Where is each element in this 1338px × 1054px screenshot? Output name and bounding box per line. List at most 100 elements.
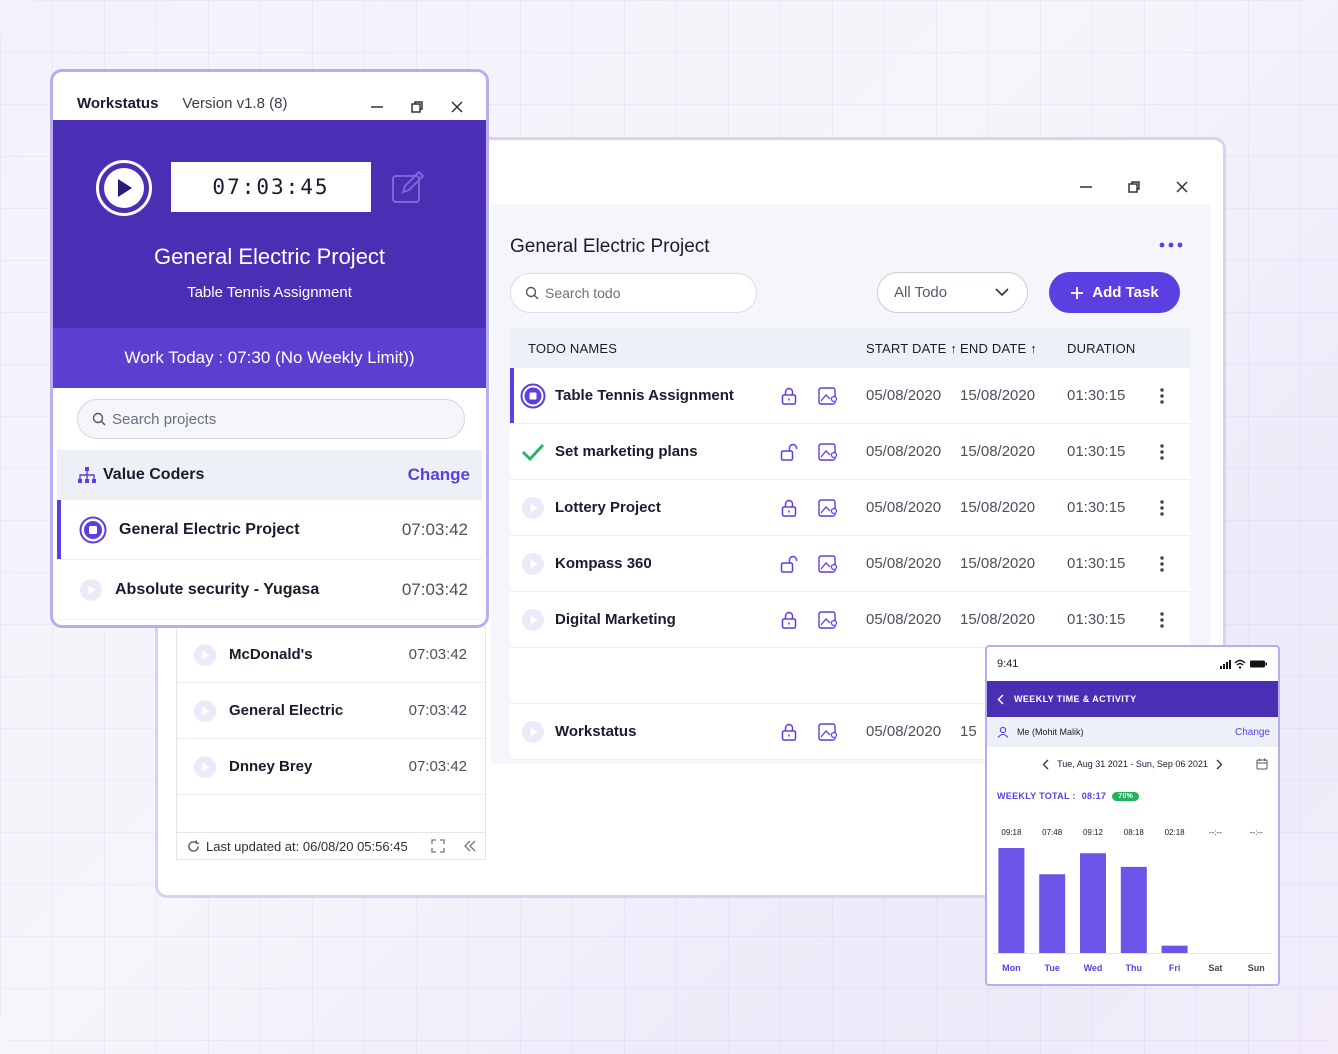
todo-duration: 01:30:15 <box>1067 555 1126 572</box>
edit-icon[interactable] <box>391 170 425 204</box>
todo-name: Kompass 360 <box>555 555 652 572</box>
todo-row[interactable]: Digital Marketing 05/08/2020 15/08/2020 01:… <box>510 592 1190 648</box>
todo-start-date: 05/08/2020 <box>866 443 942 460</box>
play-icon[interactable] <box>510 552 555 576</box>
stop-icon[interactable] <box>79 516 107 544</box>
prev-week-icon[interactable] <box>1042 759 1049 770</box>
bar-tue[interactable] <box>1039 874 1066 953</box>
mobile-range-text: Tue, Aug 31 2021 - Sun, Sep 06 2021 <box>1057 759 1208 769</box>
play-icon[interactable] <box>510 496 555 520</box>
row-menu-icon[interactable] <box>1147 611 1177 628</box>
bar-wed[interactable] <box>1080 853 1106 953</box>
screenshot-icon[interactable] <box>808 442 848 461</box>
mobile-user-change[interactable]: Change <box>1234 727 1270 738</box>
project-row[interactable]: General Electric 07:03:42 <box>177 683 485 739</box>
todo-end-date: 15/08/2020 <box>960 611 1036 628</box>
screenshot-icon[interactable] <box>808 722 848 741</box>
org-change-link[interactable]: Change <box>407 465 470 484</box>
todo-row[interactable]: Table Tennis Assignment 05/08/2020 15/08/2… <box>510 368 1190 424</box>
project-row[interactable]: Dnney Brey 07:03:42 <box>177 739 485 795</box>
lock-icon[interactable] <box>770 387 808 405</box>
todo-name: Workstatus <box>555 723 637 740</box>
screenshot-icon[interactable] <box>808 386 848 405</box>
expand-icon[interactable] <box>431 839 445 853</box>
back-chevron-icon[interactable] <box>997 693 1004 705</box>
play-icon[interactable] <box>193 699 217 723</box>
refresh-icon[interactable] <box>187 839 200 853</box>
todo-filter-select[interactable]: All Todo <box>877 272 1028 313</box>
project-row[interactable]: Absolute security - Yugasa 07:03:42 <box>57 560 482 620</box>
screenshot-icon[interactable] <box>808 498 848 517</box>
mobile-status-bar: 9:41 <box>987 647 1278 681</box>
bar-thu[interactable] <box>1120 866 1147 953</box>
bar-mon[interactable] <box>998 848 1025 953</box>
timer-hero: 07:03:45 General Electric Project Table … <box>53 120 486 328</box>
play-icon[interactable] <box>79 578 103 602</box>
footer-icons <box>431 839 477 853</box>
org-name: Value Coders <box>103 466 205 483</box>
close-icon[interactable] <box>450 100 464 114</box>
unlock-icon[interactable] <box>770 555 808 573</box>
project-name: General Electric Project <box>119 520 300 538</box>
play-icon[interactable] <box>510 608 555 632</box>
todo-table-header: TODO NAMES START DATE ↑ END DATE ↑ DURAT… <box>510 328 1190 368</box>
col-end-date[interactable]: END DATE ↑ <box>957 341 1062 356</box>
row-menu-icon[interactable] <box>1147 499 1177 516</box>
weekly-bar-chart: 09:18 Mon 07:48 Tue 09:12 Wed 08:18 Thu 02:18 Fri… <box>993 828 1271 973</box>
bar-value-label: 09:18 <box>1001 828 1022 837</box>
unlock-icon[interactable] <box>770 443 808 461</box>
todo-rows: Table Tennis Assignment 05/08/2020 15/08/2… <box>510 368 1190 760</box>
screenshot-icon[interactable] <box>808 554 848 573</box>
bar-value-label: --:-- <box>1209 828 1222 837</box>
project-list-continued: McDonald's 07:03:42 General Electric 07:… <box>176 627 486 859</box>
signal-wifi-battery-icon <box>1220 659 1268 669</box>
close-icon[interactable] <box>1171 176 1193 198</box>
app-version: Version v1.8 (8) <box>182 95 288 112</box>
todo-table: TODO NAMES START DATE ↑ END DATE ↑ DURAT… <box>510 328 1190 760</box>
project-search-wrap <box>53 388 486 450</box>
play-icon[interactable] <box>193 643 217 667</box>
widget-window-controls <box>370 100 464 114</box>
lock-icon[interactable] <box>770 611 808 629</box>
todo-row[interactable]: Lottery Project 05/08/2020 15/08/2020 01:30… <box>510 480 1190 536</box>
sort-arrow-icon: ↑ <box>1030 340 1037 356</box>
collapse-left-icon[interactable] <box>463 839 477 853</box>
project-search-input[interactable] <box>112 410 442 428</box>
lock-icon[interactable] <box>770 499 808 517</box>
last-updated-bar: Last updated at: 06/08/20 05:56:45 <box>176 832 486 860</box>
project-time: 07:03:42 <box>401 579 468 599</box>
project-row[interactable]: General Electric Project 07:03:42 <box>57 500 482 560</box>
add-task-button[interactable]: Add Task <box>1049 272 1180 313</box>
check-icon[interactable] <box>510 443 555 461</box>
screenshot-icon[interactable] <box>808 610 848 629</box>
bar-fri[interactable] <box>1161 945 1188 953</box>
restore-icon[interactable] <box>410 100 424 114</box>
todo-name: Digital Marketing <box>555 611 676 628</box>
lock-icon[interactable] <box>770 723 808 741</box>
play-icon[interactable] <box>510 720 555 744</box>
start-timer-button[interactable] <box>96 160 152 216</box>
app-name: Workstatus <box>77 95 159 112</box>
bar-value-label: 07:48 <box>1042 828 1063 837</box>
play-icon[interactable] <box>193 755 217 779</box>
row-menu-icon[interactable] <box>1147 387 1177 404</box>
more-options-icon[interactable] <box>1158 236 1184 254</box>
row-menu-icon[interactable] <box>1147 443 1177 460</box>
restore-icon[interactable] <box>1123 176 1145 198</box>
todo-row[interactable]: Set marketing plans 05/08/2020 15/08/2020 0… <box>510 424 1190 480</box>
search-icon <box>92 412 106 426</box>
row-menu-icon[interactable] <box>1147 555 1177 572</box>
col-start-date[interactable]: START DATE ↑ <box>848 341 957 356</box>
minimize-icon[interactable] <box>1075 176 1097 198</box>
project-row[interactable]: McDonald's 07:03:42 <box>177 627 485 683</box>
todo-row[interactable]: Kompass 360 05/08/2020 15/08/2020 01:30:15 <box>510 536 1190 592</box>
minimize-icon[interactable] <box>370 100 384 114</box>
project-time: 07:03:42 <box>401 519 468 539</box>
next-week-icon[interactable] <box>1216 759 1223 770</box>
todo-window-controls <box>1075 176 1193 198</box>
stop-icon[interactable] <box>510 383 555 409</box>
calendar-icon[interactable] <box>1256 758 1268 770</box>
todo-search-input[interactable] <box>545 285 735 301</box>
todo-name: Set marketing plans <box>555 443 698 460</box>
todo-end-date: 15/08/2020 <box>960 555 1036 572</box>
